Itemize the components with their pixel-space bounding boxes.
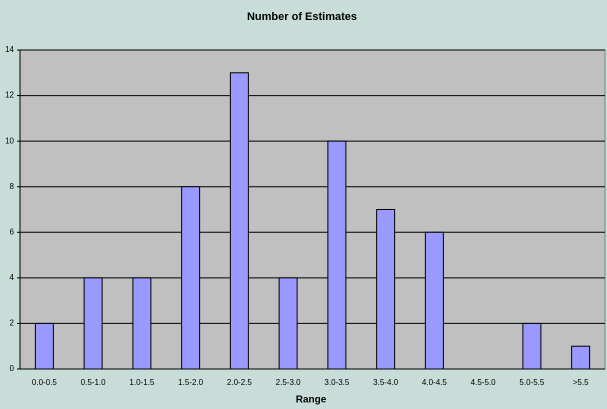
- y-tick-label: 6: [10, 227, 15, 236]
- bar: [181, 186, 201, 370]
- plot-area: [19, 49, 606, 370]
- x-tick-label: 4.5-5.0: [471, 378, 496, 387]
- x-axis-label: Range: [296, 395, 327, 406]
- x-tick-label: 3.5-4.0: [373, 378, 398, 387]
- bar: [132, 277, 152, 370]
- x-tick-label: 3.0-3.5: [324, 378, 349, 387]
- y-tick-label: 4: [10, 273, 15, 282]
- x-tick-label: 2.0-2.5: [227, 378, 252, 387]
- y-tick-label: 2: [10, 319, 15, 328]
- bar: [278, 277, 298, 370]
- y-tick-label: 14: [5, 45, 14, 54]
- bar: [376, 209, 396, 370]
- bar: [83, 277, 103, 370]
- x-tick-label: 0.0-0.5: [32, 378, 57, 387]
- bar: [327, 140, 347, 370]
- bar: [424, 231, 444, 370]
- x-tick-label: 4.0-4.5: [422, 378, 447, 387]
- chart-title: Number of Estimates: [247, 11, 357, 23]
- x-tick-label: 0.5-1.0: [81, 378, 106, 387]
- x-tick-label: 5.0-5.5: [519, 378, 544, 387]
- x-tick-label: 2.5-3.0: [276, 378, 301, 387]
- y-tick-label: 0: [10, 364, 15, 373]
- bar: [229, 72, 249, 370]
- y-tick-label: 12: [5, 91, 14, 100]
- x-tick-label: >5.5: [573, 378, 589, 387]
- bar: [522, 322, 542, 370]
- bar: [34, 322, 54, 370]
- y-tick-label: 10: [5, 136, 14, 145]
- x-tick-label: 1.0-1.5: [129, 378, 154, 387]
- x-tick-label: 1.5-2.0: [178, 378, 203, 387]
- y-tick-label: 8: [10, 182, 15, 191]
- bar: [571, 345, 591, 370]
